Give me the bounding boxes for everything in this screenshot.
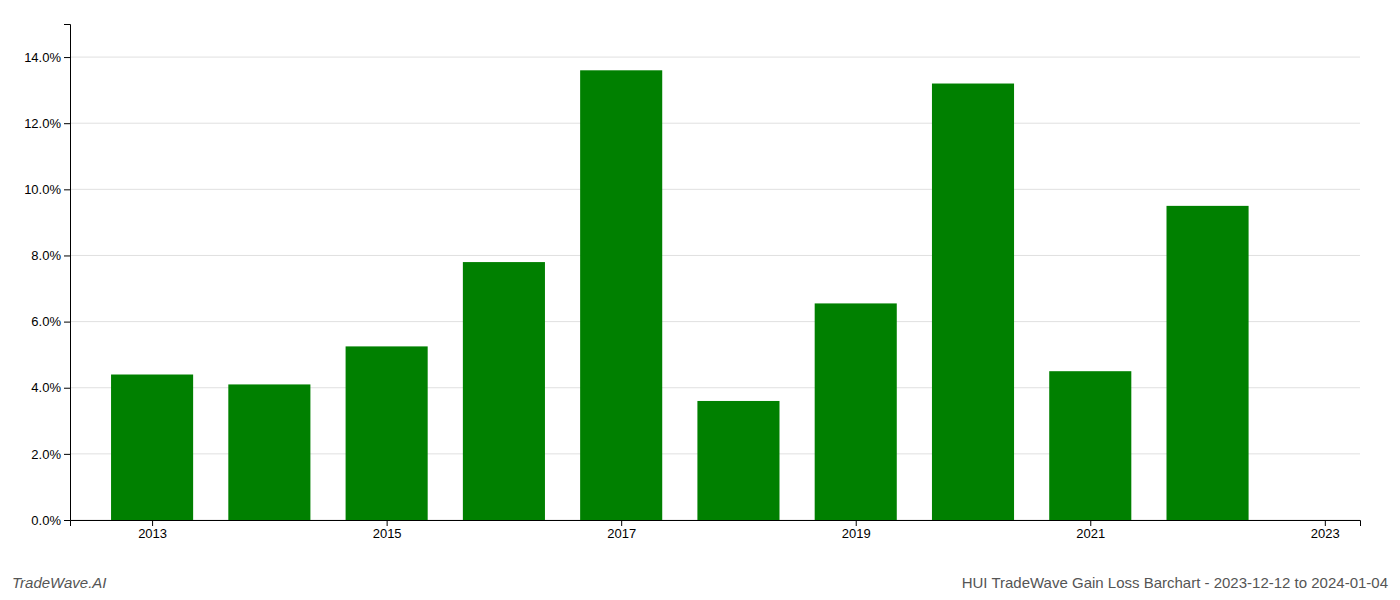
bar <box>463 262 545 520</box>
y-tick: 14.0% <box>24 50 70 65</box>
tick-label: 2015 <box>373 526 402 541</box>
tick-mark <box>64 57 70 58</box>
bar <box>228 384 310 520</box>
bar <box>346 346 428 520</box>
tick-mark <box>64 123 70 124</box>
tick-mark <box>64 454 70 455</box>
grid-line <box>70 189 1360 190</box>
tick-label: 10.0% <box>24 182 61 197</box>
bar <box>1167 206 1249 520</box>
tick-mark <box>64 322 70 323</box>
bar <box>815 303 897 520</box>
x-tick: 2021 <box>1076 520 1105 541</box>
axis-line <box>64 25 71 521</box>
tick-mark <box>64 388 70 389</box>
tick-mark <box>152 520 153 526</box>
watermark: TradeWave.AI <box>12 574 106 591</box>
x-axis: 2013 2015 2017 2019 2021 2023 <box>71 520 1361 541</box>
bar <box>932 84 1014 520</box>
grid <box>70 57 1360 520</box>
bar <box>580 70 662 520</box>
tick-mark <box>1090 520 1091 526</box>
y-tick: 6.0% <box>31 314 70 329</box>
grid-line <box>70 123 1360 124</box>
tick-label: 2.0% <box>31 447 61 462</box>
bar <box>111 375 193 520</box>
tick-label: 2017 <box>607 526 636 541</box>
y-tick: 12.0% <box>24 116 70 131</box>
plot-area: 2013 2015 2017 2019 2021 2023 0.0% 2.0% 4.0% 6.0%… <box>24 25 1360 542</box>
title: HUI TradeWave Gain Loss Barchart - 2023-… <box>962 574 1388 591</box>
tick-label: 12.0% <box>24 116 61 131</box>
tick-label: 2019 <box>842 526 871 541</box>
tick-mark <box>64 255 70 256</box>
tick-label: 6.0% <box>31 314 61 329</box>
tick-mark <box>387 520 388 526</box>
tick-label: 4.0% <box>31 380 61 395</box>
tick-mark <box>621 520 622 526</box>
y-axis: 0.0% 2.0% 4.0% 6.0% 8.0% 10.0% 12.0% 14.0% <box>24 25 70 528</box>
tick-label: 0.0% <box>31 513 61 528</box>
x-tick: 2017 <box>607 520 636 541</box>
tick-mark <box>1325 520 1326 526</box>
x-tick: 2019 <box>842 520 871 541</box>
x-tick: 2013 <box>138 520 167 541</box>
axis-line <box>71 521 1361 527</box>
tick-mark <box>856 520 857 526</box>
grid-line <box>70 57 1360 58</box>
y-tick: 8.0% <box>31 248 70 263</box>
y-tick: 10.0% <box>24 182 70 197</box>
y-tick: 0.0% <box>31 513 70 528</box>
tick-label: 2023 <box>1311 526 1340 541</box>
chart: 2013 2015 2017 2019 2021 2023 0.0% 2.0% 4.0% 6.0%… <box>0 0 1400 600</box>
tick-label: 2013 <box>138 526 167 541</box>
y-tick: 4.0% <box>31 380 70 395</box>
tick-label: 2021 <box>1076 526 1105 541</box>
bar <box>697 401 779 520</box>
tick-mark <box>64 520 70 521</box>
tick-mark <box>64 189 70 190</box>
x-tick: 2015 <box>373 520 402 541</box>
tick-label: 14.0% <box>24 50 61 65</box>
bars <box>111 70 1249 520</box>
tick-label: 8.0% <box>31 248 61 263</box>
x-tick: 2023 <box>1311 520 1340 541</box>
y-tick: 2.0% <box>31 447 70 462</box>
bar <box>1049 371 1131 520</box>
